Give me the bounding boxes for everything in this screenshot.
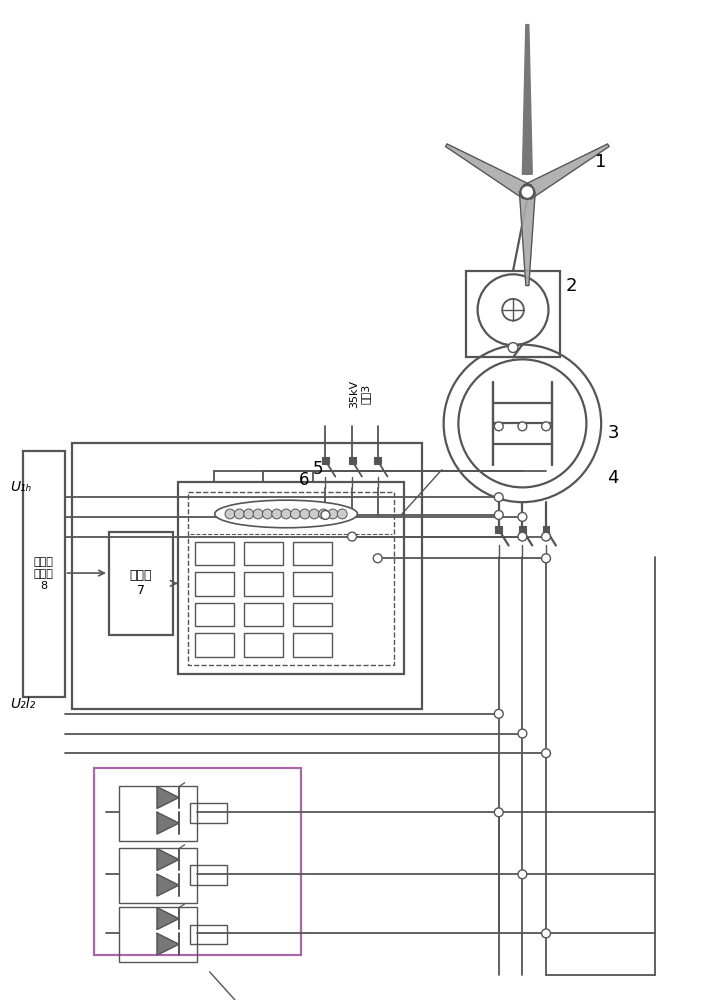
Circle shape [518,422,527,431]
Bar [349,457,355,464]
Polygon shape [157,933,179,955]
Circle shape [290,509,300,519]
Text: 3: 3 [607,424,619,442]
Bar [23,451,65,697]
Text: 1: 1 [595,153,607,171]
Circle shape [542,422,550,431]
Bar [119,848,197,903]
Circle shape [300,509,310,519]
Ellipse shape [215,500,357,528]
Circle shape [542,749,550,758]
Circle shape [328,509,337,519]
Text: U₂l₂: U₂l₂ [11,697,36,711]
Circle shape [542,554,550,563]
Bar [322,457,329,464]
Text: 4: 4 [607,469,619,487]
Bar [189,803,227,823]
Circle shape [542,532,550,541]
Bar [194,542,234,565]
Bar [293,542,333,565]
Bar [73,443,422,709]
Circle shape [518,729,527,738]
Circle shape [347,532,357,541]
Bar [519,526,526,533]
Circle shape [281,509,291,519]
Circle shape [494,493,503,502]
Bar [293,603,333,626]
Polygon shape [157,908,179,929]
Polygon shape [157,874,179,896]
Polygon shape [157,787,179,808]
Circle shape [337,509,347,519]
Bar [119,907,197,962]
Bar [496,526,502,533]
Circle shape [318,509,328,519]
Polygon shape [157,849,179,870]
Text: 电量检
测装置
8: 电量检 测装置 8 [34,557,54,591]
Circle shape [253,509,263,519]
Circle shape [234,509,244,519]
Circle shape [225,509,235,519]
Bar [375,457,381,464]
Bar [178,482,404,674]
Text: 控制器
7: 控制器 7 [130,569,152,597]
Bar [543,526,550,533]
Bar [244,542,283,565]
Bar [188,492,394,665]
Circle shape [272,509,282,519]
Bar [244,633,283,657]
Circle shape [321,511,330,519]
Polygon shape [523,25,533,174]
Bar [244,572,283,596]
Text: U₁ₕ: U₁ₕ [11,480,31,494]
Bar [189,925,227,944]
Circle shape [542,929,550,938]
Bar [244,603,283,626]
Circle shape [508,343,518,352]
Bar [293,633,333,657]
Bar [94,768,301,955]
Circle shape [494,808,503,817]
Text: 2: 2 [566,277,577,295]
Bar [109,532,173,635]
Polygon shape [523,144,609,199]
Polygon shape [446,144,531,199]
Bar [189,865,227,885]
Polygon shape [157,812,179,834]
Circle shape [518,532,527,541]
Circle shape [494,511,503,519]
Circle shape [244,509,253,519]
Circle shape [494,709,503,718]
Bar [194,572,234,596]
Bar [194,603,234,626]
Bar [466,271,560,357]
Circle shape [373,554,382,563]
Circle shape [518,512,527,521]
Circle shape [518,870,527,879]
Bar [194,633,234,657]
Text: 35kV
电网3: 35kV 电网3 [349,380,371,408]
Polygon shape [520,192,535,286]
Circle shape [494,422,503,431]
Bar [293,572,333,596]
Circle shape [309,509,319,519]
Text: 6: 6 [298,471,309,489]
Bar [119,786,197,841]
Text: 5: 5 [313,460,323,478]
Circle shape [263,509,272,519]
Circle shape [520,185,534,199]
